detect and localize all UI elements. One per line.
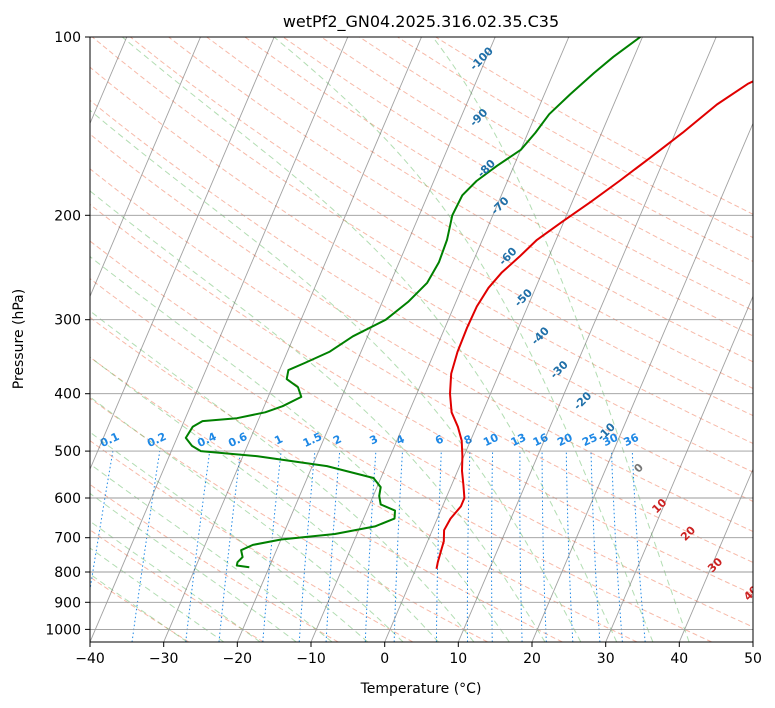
- profile-lines: [184, 37, 753, 569]
- dry-adiabat-line: [244, 37, 753, 337]
- y-tick-label: 400: [54, 387, 81, 403]
- isotherm-line: [90, 37, 275, 471]
- x-tick-label: −20: [223, 651, 253, 667]
- moist-adiabat-line: [90, 356, 439, 642]
- y-axis-ticks: 100 200 300 400 500 600 700 800 900 1000: [45, 30, 90, 638]
- moist-adiabat-line: [90, 190, 546, 642]
- moist-adiabat-line: [90, 520, 261, 642]
- y-axis-label: Pressure (hPa): [11, 289, 27, 389]
- dry-adiabat-line: [90, 316, 638, 642]
- isotherm-line: [678, 467, 753, 642]
- dry-adiabat-line: [90, 483, 339, 642]
- moist-adiabat-line: [432, 37, 690, 642]
- dry-adiabat-line: [90, 397, 488, 642]
- mixing-ratio-line: [185, 451, 211, 642]
- dry-adiabat-line: [90, 133, 753, 533]
- plot-frame: [89, 36, 754, 643]
- moist-adiabat-line: [121, 37, 618, 642]
- x-tick-label: −40: [75, 651, 105, 667]
- x-axis-label: Temperature (°C): [360, 681, 482, 697]
- dry-adiabat-line: [90, 66, 753, 473]
- mixing-ratio-label: 36: [622, 431, 642, 449]
- isotherm-line: [457, 37, 717, 642]
- temperature-line: [435, 80, 753, 569]
- mixing-ratio-line: [218, 451, 241, 642]
- mixing-ratio-label: 10: [481, 431, 501, 449]
- x-tick-label: 10: [449, 651, 467, 667]
- y-tick-label: 100: [54, 30, 81, 46]
- moist-adiabat-line: [90, 431, 369, 642]
- x-tick-label: 20: [523, 651, 541, 667]
- dry-adiabat-line: [90, 278, 712, 642]
- dry-adiabat-line: [282, 37, 753, 312]
- dry-adiabat-line: [90, 99, 753, 502]
- mixing-ratio-line: [90, 451, 114, 593]
- x-tick-label: 50: [744, 651, 762, 667]
- moist-adiabat-line: [273, 37, 654, 642]
- mixing-ratio-label: 30: [601, 431, 621, 449]
- moist-adiabat-line: [90, 109, 582, 642]
- skewed-isotherms: [90, 37, 753, 642]
- moist-adiabat-line: [90, 310, 475, 642]
- isotherm-line: [310, 37, 570, 642]
- dry-adiabat-line: [90, 168, 753, 563]
- dry-adiabat-line: [90, 529, 264, 642]
- isotherm-line: [236, 37, 496, 642]
- y-tick-label: 1000: [45, 622, 81, 638]
- moist-adiabat-line: [90, 255, 510, 642]
- y-tick-label: 300: [54, 313, 81, 329]
- dry-adiabat-line: [168, 37, 753, 389]
- dry-adiabat-line: [90, 203, 753, 595]
- moist-adiabat-line: [90, 547, 225, 642]
- y-tick-label: 900: [54, 595, 81, 611]
- moist-adiabat-line: [90, 573, 188, 642]
- dry-adiabat-line: [90, 240, 753, 628]
- dry-adiabat-line: [206, 37, 753, 363]
- x-tick-label: 30: [597, 651, 615, 667]
- x-tick-label: −30: [149, 651, 179, 667]
- y-tick-label: 600: [54, 491, 81, 507]
- mixing-ratio-label: 20: [555, 431, 575, 449]
- mixing-ratio-label: 13: [509, 431, 528, 449]
- isotherm-line: [605, 295, 753, 642]
- mixing-ratio-label: 25: [580, 431, 599, 449]
- x-tick-label: −10: [296, 651, 326, 667]
- moist-adiabats: [90, 37, 690, 642]
- dewpoint-line: [184, 37, 641, 569]
- y-tick-label: 500: [54, 444, 81, 460]
- dry-adiabat-line: [90, 356, 563, 642]
- y-tick-label: 800: [54, 565, 81, 581]
- mixing-ratio-line: [631, 451, 646, 642]
- y-tick-label: 200: [54, 208, 81, 224]
- chart-title: wetPf2_GN04.2025.316.02.35.C35: [283, 12, 559, 32]
- moist-adiabat-label: 40: [741, 583, 761, 603]
- isotherm-line: [163, 37, 422, 642]
- isotherm-line: [90, 37, 201, 298]
- moist-adiabat-line: [90, 396, 404, 642]
- x-tick-label: 40: [670, 651, 688, 667]
- mixing-ratio-line: [262, 451, 282, 642]
- isotherm-line: [531, 122, 753, 642]
- y-tick-label: 700: [54, 531, 81, 547]
- x-tick-label: 0: [380, 651, 389, 667]
- isotherm-line: [90, 37, 349, 642]
- mixing-ratio-line: [298, 451, 316, 642]
- x-axis-ticks: −40 −30 −20 −10 0 10 20 30 40 50: [75, 642, 762, 667]
- mixing-ratio-label: 16: [531, 431, 551, 449]
- pressure-gridlines: [90, 37, 753, 630]
- isotherm-line: [384, 37, 643, 642]
